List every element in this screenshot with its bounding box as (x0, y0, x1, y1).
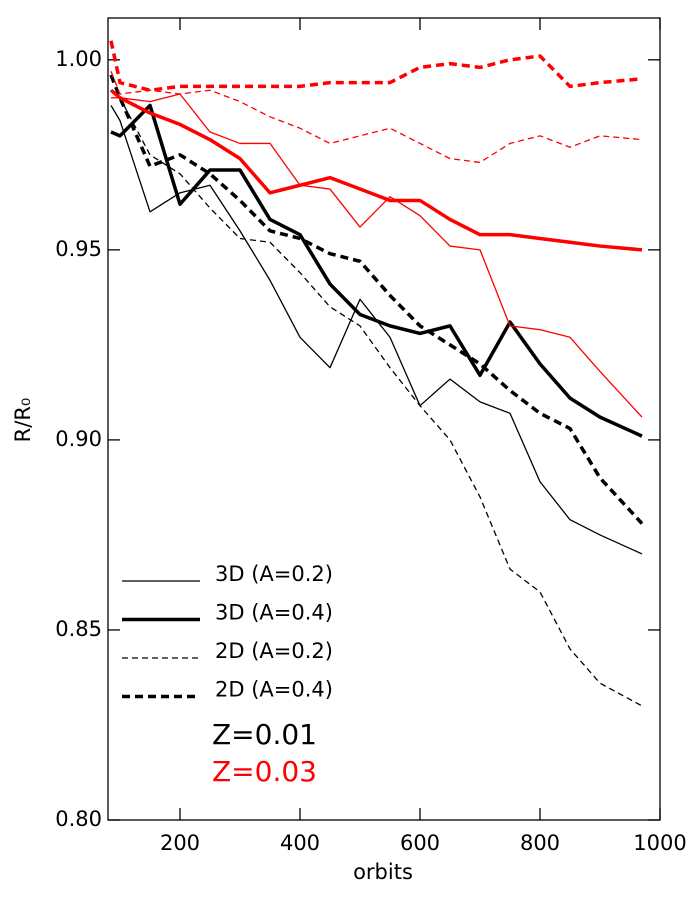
y-tick-label: 0.85 (55, 617, 102, 641)
legend-label: 2D (A=0.4) (215, 678, 333, 702)
y-tick-label: 1.00 (55, 47, 102, 71)
series-line (110, 70, 643, 164)
x-tick-label: 600 (400, 831, 440, 855)
x-tick-label: 800 (520, 831, 560, 855)
legend-label: 3D (A=0.2) (215, 562, 333, 586)
legend-label: 2D (A=0.2) (215, 639, 333, 663)
series-line (109, 40, 643, 92)
series-line (109, 74, 644, 525)
series-line (111, 93, 643, 418)
series-line (109, 88, 643, 252)
series-line (110, 105, 643, 555)
x-tick-label: 400 (280, 831, 320, 855)
y-tick-label: 0.95 (55, 237, 102, 261)
series-line (110, 89, 643, 707)
annotation: Z=0.03 (212, 755, 317, 788)
series-line (110, 103, 643, 438)
y-tick-label: 0.80 (55, 807, 102, 831)
annotation: Z=0.01 (212, 718, 317, 751)
plot-frame (107, 17, 661, 821)
x-tick-label: 200 (160, 831, 200, 855)
y-axis-label: R/R₀ (11, 398, 35, 443)
legend-label: 3D (A=0.4) (215, 601, 333, 625)
x-tick-label: 1000 (633, 831, 686, 855)
plot-lines (109, 40, 644, 707)
x-axis-label: orbits (353, 860, 413, 884)
y-tick-label: 0.90 (55, 427, 102, 451)
